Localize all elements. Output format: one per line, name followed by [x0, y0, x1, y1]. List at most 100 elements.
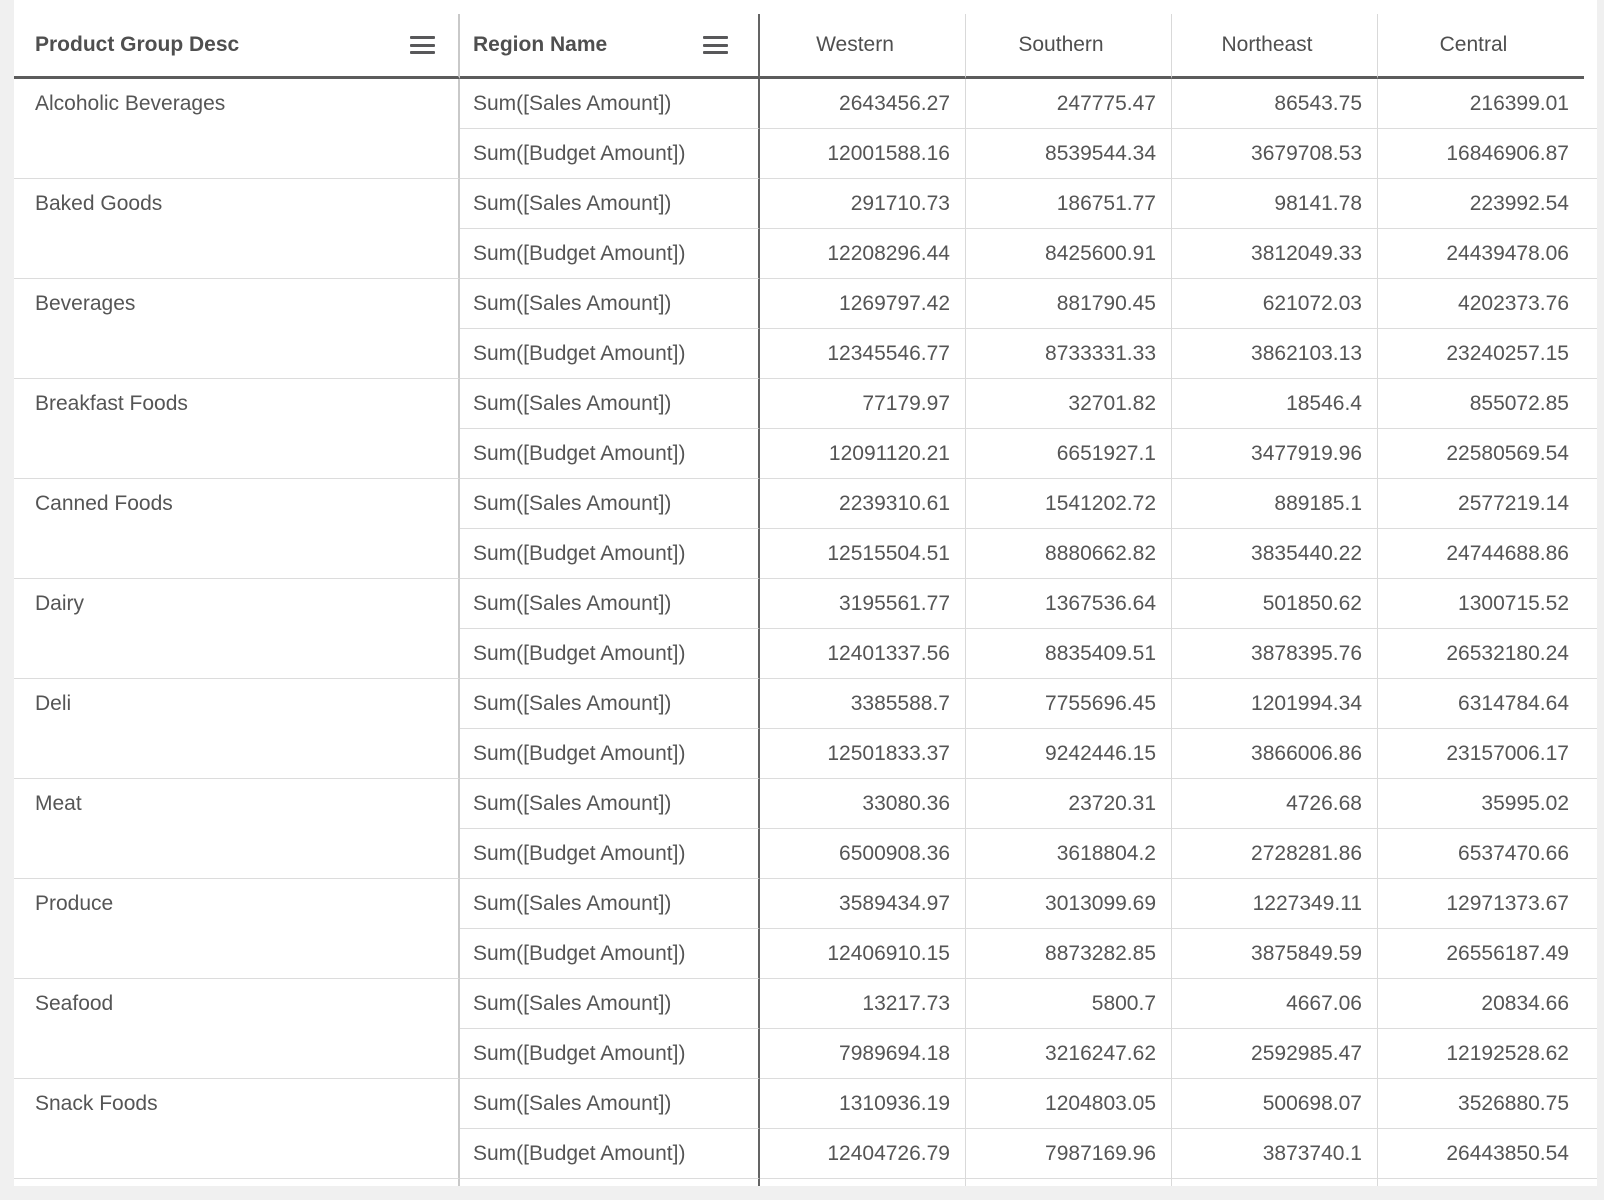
value-cell[interactable]: 4667.06 — [1172, 979, 1378, 1029]
value-cell[interactable]: 3873740.1 — [1172, 1129, 1378, 1179]
value-cell[interactable]: 855072.85 — [1378, 379, 1584, 429]
value-cell[interactable]: 3589434.97 — [760, 879, 966, 929]
value-cell[interactable]: 23157006.17 — [1378, 729, 1584, 779]
product-group-cell[interactable]: Meat — [14, 779, 460, 879]
value-cell[interactable]: 2643456.27 — [760, 79, 966, 129]
value-cell[interactable]: 1541202.72 — [966, 479, 1172, 529]
measure-label-cell[interactable]: Sum([Sales Amount]) — [460, 979, 760, 1029]
value-cell[interactable]: 1204803.05 — [966, 1079, 1172, 1129]
value-cell[interactable]: 1367536.64 — [966, 579, 1172, 629]
value-cell[interactable]: 247775.47 — [966, 79, 1172, 129]
value-cell[interactable]: 2577219.14 — [1378, 479, 1584, 529]
value-cell[interactable]: 32701.82 — [966, 379, 1172, 429]
value-cell[interactable]: 13217.73 — [760, 979, 966, 1029]
value-cell[interactable]: 1269797.42 — [760, 279, 966, 329]
measure-label-cell[interactable]: Sum([Budget Amount]) — [460, 1029, 760, 1079]
product-group-column-menu-icon[interactable] — [410, 36, 435, 54]
value-cell[interactable]: 7989694.18 — [760, 1029, 966, 1079]
measure-label-cell[interactable]: Sum([Sales Amount]) — [460, 379, 760, 429]
measure-label-cell[interactable]: Sum([Sales Amount]) — [460, 79, 760, 129]
product-group-cell[interactable]: Deli — [14, 679, 460, 779]
value-cell[interactable]: 12406910.15 — [760, 929, 966, 979]
region-name-column-menu-icon[interactable] — [703, 36, 728, 54]
value-cell[interactable]: 3013099.69 — [966, 879, 1172, 929]
value-cell[interactable]: 26556187.49 — [1378, 929, 1584, 979]
value-cell[interactable]: 77179.97 — [760, 379, 966, 429]
value-cell[interactable]: 12401337.56 — [760, 629, 966, 679]
measure-label-cell[interactable]: Sum([Budget Amount]) — [460, 129, 760, 179]
value-cell[interactable]: 33080.36 — [760, 779, 966, 829]
value-cell[interactable]: 20834.66 — [1378, 979, 1584, 1029]
value-cell[interactable]: 3477919.96 — [1172, 429, 1378, 479]
value-cell[interactable]: 26443850.54 — [1378, 1129, 1584, 1179]
column-header-region-name[interactable]: Region Name — [460, 14, 760, 79]
value-cell[interactable]: 12208296.44 — [760, 229, 966, 279]
measure-label-cell[interactable]: Sum([Budget Amount]) — [460, 329, 760, 379]
product-group-cell[interactable]: Seafood — [14, 979, 460, 1079]
column-header-northeast[interactable]: Northeast — [1172, 14, 1378, 79]
value-cell[interactable]: 23240257.15 — [1378, 329, 1584, 379]
value-cell[interactable]: 24744688.86 — [1378, 529, 1584, 579]
value-cell[interactable]: 12501833.37 — [760, 729, 966, 779]
measure-label-cell[interactable]: Sum([Budget Amount]) — [460, 529, 760, 579]
measure-label-cell[interactable]: Sum([Budget Amount]) — [460, 629, 760, 679]
product-group-cell[interactable]: Snack Foods — [14, 1079, 460, 1179]
measure-label-cell[interactable]: Sum([Sales Amount]) — [460, 679, 760, 729]
value-cell[interactable]: 8835409.51 — [966, 629, 1172, 679]
value-cell[interactable]: 3526880.75 — [1378, 1079, 1584, 1129]
product-group-cell[interactable]: Dairy — [14, 579, 460, 679]
measure-label-cell[interactable]: Sum([Budget Amount]) — [460, 729, 760, 779]
product-group-cell[interactable]: Alcoholic Beverages — [14, 79, 460, 179]
value-cell[interactable]: 3216247.62 — [966, 1029, 1172, 1079]
value-cell[interactable]: 24439478.06 — [1378, 229, 1584, 279]
value-cell[interactable]: 12091120.21 — [760, 429, 966, 479]
column-header-western[interactable]: Western — [760, 14, 966, 79]
column-header-product-group-desc[interactable]: Product Group Desc — [14, 14, 460, 79]
value-cell[interactable]: 2239310.61 — [760, 479, 966, 529]
measure-label-cell[interactable]: Sum([Budget Amount]) — [460, 929, 760, 979]
value-cell[interactable]: 500698.07 — [1172, 1079, 1378, 1129]
product-group-cell[interactable]: Beverages — [14, 279, 460, 379]
value-cell[interactable]: 12404726.79 — [760, 1129, 966, 1179]
measure-label-cell[interactable]: Sum([Budget Amount]) — [460, 429, 760, 479]
value-cell[interactable]: 8425600.91 — [966, 229, 1172, 279]
value-cell[interactable]: 8880662.82 — [966, 529, 1172, 579]
measure-label-cell[interactable]: Sum([Budget Amount]) — [460, 229, 760, 279]
product-group-cell[interactable]: Produce — [14, 879, 460, 979]
value-cell[interactable]: 12345546.77 — [760, 329, 966, 379]
value-cell[interactable]: 3618804.2 — [966, 829, 1172, 879]
value-cell[interactable]: 6500908.36 — [760, 829, 966, 879]
value-cell[interactable]: 223992.54 — [1378, 179, 1584, 229]
value-cell[interactable]: 6314784.64 — [1378, 679, 1584, 729]
column-header-southern[interactable]: Southern — [966, 14, 1172, 79]
value-cell[interactable]: 7987169.96 — [966, 1129, 1172, 1179]
measure-label-cell[interactable]: Sum([Sales Amount]) — [460, 779, 760, 829]
measure-label-cell[interactable]: Sum([Sales Amount]) — [460, 179, 760, 229]
value-cell[interactable]: 4202373.76 — [1378, 279, 1584, 329]
measure-label-cell[interactable]: Sum([Sales Amount]) — [460, 879, 760, 929]
value-cell[interactable]: 1300715.52 — [1378, 579, 1584, 629]
value-cell[interactable]: 86543.75 — [1172, 79, 1378, 129]
value-cell[interactable]: 2592985.47 — [1172, 1029, 1378, 1079]
value-cell[interactable]: 26532180.24 — [1378, 629, 1584, 679]
value-cell[interactable]: 18546.4 — [1172, 379, 1378, 429]
value-cell[interactable]: 4726.68 — [1172, 779, 1378, 829]
value-cell[interactable]: 216399.01 — [1378, 79, 1584, 129]
value-cell[interactable]: 35995.02 — [1378, 779, 1584, 829]
measure-label-cell[interactable]: Sum([Budget Amount]) — [460, 1129, 760, 1179]
value-cell[interactable]: 3195561.77 — [760, 579, 966, 629]
value-cell[interactable]: 291710.73 — [760, 179, 966, 229]
value-cell[interactable]: 1227349.11 — [1172, 879, 1378, 929]
value-cell[interactable]: 8873282.85 — [966, 929, 1172, 979]
product-group-cell[interactable]: Canned Foods — [14, 479, 460, 579]
measure-label-cell[interactable]: Sum([Sales Amount]) — [460, 1079, 760, 1129]
value-cell[interactable]: 8733331.33 — [966, 329, 1172, 379]
product-group-cell[interactable]: Breakfast Foods — [14, 379, 460, 479]
value-cell[interactable]: 12971373.67 — [1378, 879, 1584, 929]
value-cell[interactable]: 3835440.22 — [1172, 529, 1378, 579]
value-cell[interactable]: 12192528.62 — [1378, 1029, 1584, 1079]
measure-label-cell[interactable]: Sum([Budget Amount]) — [460, 829, 760, 879]
measure-label-cell[interactable]: Sum([Sales Amount]) — [460, 279, 760, 329]
measure-label-cell[interactable]: Sum([Sales Amount]) — [460, 579, 760, 629]
value-cell[interactable]: 12001588.16 — [760, 129, 966, 179]
